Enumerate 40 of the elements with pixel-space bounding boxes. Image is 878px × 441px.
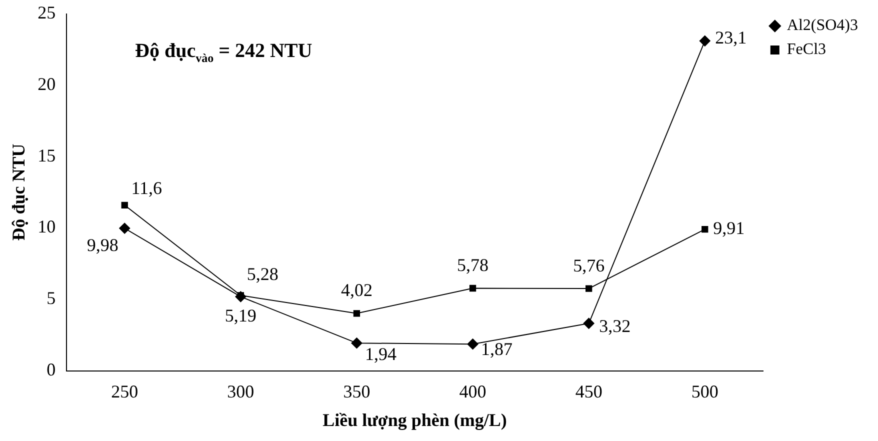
point bbox=[585, 285, 592, 292]
x-tick-label: 400 bbox=[459, 381, 486, 402]
data-label: 9,98 bbox=[86, 235, 118, 256]
point bbox=[353, 310, 360, 317]
data-label: 23,1 bbox=[715, 28, 747, 48]
point bbox=[121, 202, 128, 208]
data-label: 3,32 bbox=[599, 316, 631, 336]
annotation: Độ đục$_{vào}$ = 242 NTU bbox=[135, 40, 312, 66]
point bbox=[702, 226, 708, 233]
data-label: 5,28 bbox=[246, 264, 278, 284]
legend-label: Al2(SO4)3 bbox=[786, 17, 858, 34]
y-tick-label: 0 bbox=[46, 360, 56, 380]
x-tick-label: 450 bbox=[575, 381, 602, 402]
data-label: 5,76 bbox=[573, 255, 605, 276]
x-tick-label: 350 bbox=[343, 381, 370, 402]
x-axis-title: Liều lượng phèn (mg/L) bbox=[322, 410, 507, 430]
data-label: 11,6 bbox=[131, 178, 162, 198]
x-tick-label: 300 bbox=[227, 381, 254, 402]
point bbox=[467, 338, 478, 350]
x-tick-label: 500 bbox=[691, 381, 718, 402]
data-label: 4,02 bbox=[340, 280, 372, 300]
y-tick-label: 15 bbox=[38, 145, 56, 166]
y-tick-label: 10 bbox=[38, 216, 56, 237]
data-label: 1,87 bbox=[481, 338, 513, 359]
data-label: 1,94 bbox=[364, 344, 396, 364]
point bbox=[469, 284, 476, 292]
y-tick-label: 20 bbox=[38, 74, 56, 94]
point bbox=[699, 35, 710, 46]
y-tick-label: 5 bbox=[46, 288, 56, 308]
y-tick-label: 25 bbox=[38, 2, 56, 23]
x-tick-label: 250 bbox=[111, 381, 138, 402]
point bbox=[119, 222, 130, 234]
legend-label: FeCl3 bbox=[786, 41, 826, 58]
point bbox=[583, 318, 594, 329]
y-axis-title: Độ đục NTU bbox=[8, 144, 28, 241]
point bbox=[351, 338, 362, 349]
data-label: 9,91 bbox=[713, 218, 745, 238]
point bbox=[235, 291, 246, 302]
data-label: 5,78 bbox=[457, 254, 489, 275]
data-label: 5,19 bbox=[224, 305, 256, 326]
